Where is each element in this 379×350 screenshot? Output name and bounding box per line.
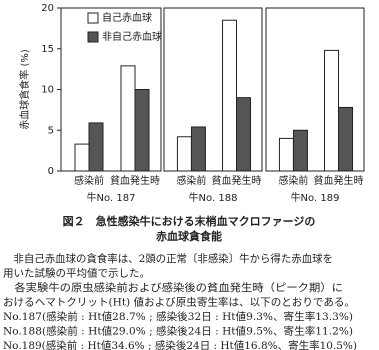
body-line: 用いた試験の平均値で示した。 <box>3 267 150 280</box>
bar <box>176 136 192 172</box>
bar <box>324 49 340 172</box>
legend-label: 非自己赤血球 <box>102 30 162 43</box>
bar <box>236 97 252 172</box>
bar <box>278 137 294 172</box>
bar <box>222 19 238 172</box>
caption-line: 図２ 急性感染牛における末梢血マクロファージの <box>63 214 316 228</box>
x-tick-label: 貧血発生時 <box>110 174 160 187</box>
y-tick-label: 15 <box>41 44 54 55</box>
legend-swatch <box>87 31 99 43</box>
bar <box>190 126 206 172</box>
bar <box>134 89 150 172</box>
x-tick-label: 感染前 <box>278 174 308 187</box>
body-line: No.187(感染前 : Ht値28.7% ; 感染後32日 : Ht値9.3%… <box>3 310 353 323</box>
legend-label: 自己赤血球 <box>102 11 152 24</box>
x-tick-label: 貧血発生時 <box>212 174 262 187</box>
body-line: 各実験牛の原虫感染前および感染後の貧血発生時（ピーク期）に <box>3 281 343 294</box>
x-tick-label: 感染前 <box>74 174 104 187</box>
bar <box>292 129 308 172</box>
bar <box>74 143 90 172</box>
plot-frame <box>163 7 263 172</box>
x-axis-label: 牛No. 189 <box>291 191 340 204</box>
y-tick-label: 5 <box>48 125 54 136</box>
body-line: No.189(感染前 : Ht値34.6% ; 感染後24日 : Ht値16.8… <box>3 339 357 350</box>
body-line: おけるヘマトクリット(Ht) 値および原虫寄生率は、以下のとおりである。 <box>3 296 355 309</box>
y-axis-label: 赤血球貪食率 (%) <box>18 49 31 130</box>
body-line: 非自己赤血球の貪食率は、2頭の正常〔非感染〕牛から得た赤血球を <box>3 252 333 265</box>
plot-frame <box>265 7 365 172</box>
body-line: No.188(感染前 : Ht値29.0% ; 感染後24日 : Ht値9.5%… <box>3 325 353 338</box>
bar <box>88 122 104 172</box>
bar <box>338 106 354 172</box>
y-tick-label: 20 <box>41 3 54 14</box>
y-tick-label: 0 <box>48 166 54 177</box>
bar <box>120 65 136 172</box>
x-tick-label: 貧血発生時 <box>314 174 364 187</box>
y-tick-label: 10 <box>41 85 54 96</box>
x-tick-label: 感染前 <box>176 174 206 187</box>
x-axis-label: 牛No. 187 <box>87 191 136 204</box>
caption-line: 赤血球貪食能 <box>156 229 222 243</box>
legend-swatch <box>87 12 99 24</box>
x-axis-label: 牛No. 188 <box>189 191 238 204</box>
